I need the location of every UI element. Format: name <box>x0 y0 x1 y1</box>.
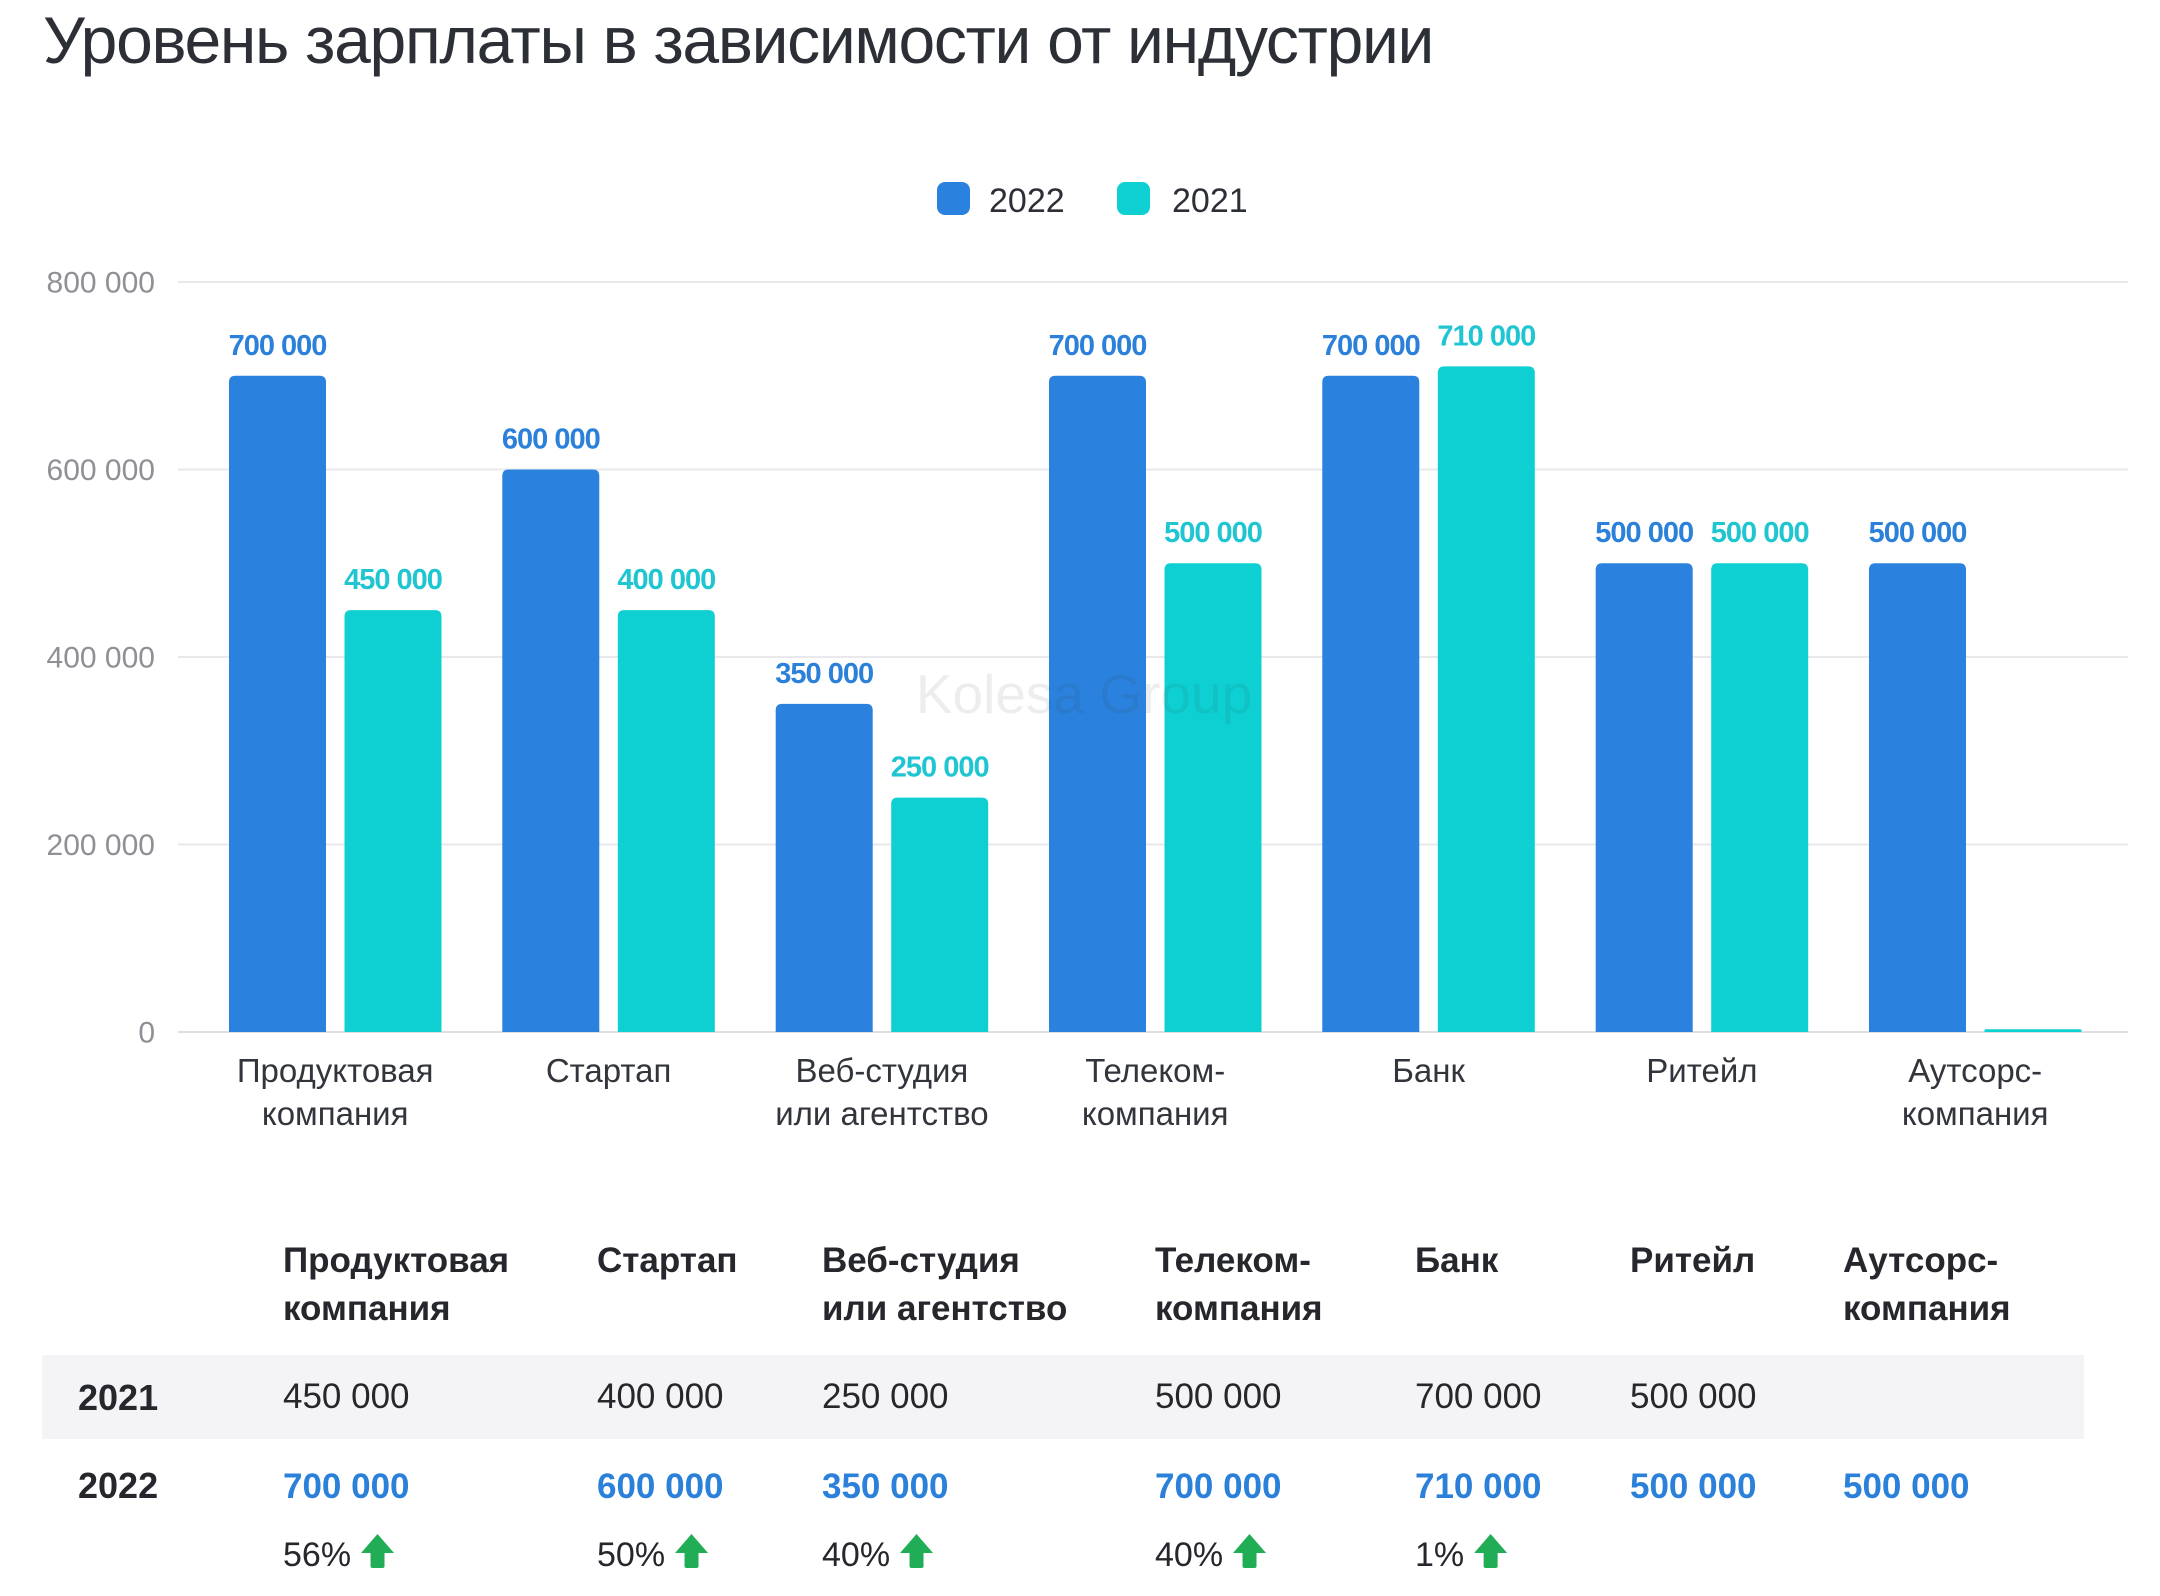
svg-text:Аутсорс-: Аутсорс- <box>1908 1052 2042 1089</box>
svg-text:40%: 40% <box>1155 1536 1223 1574</box>
svg-text:600 000: 600 000 <box>597 1467 724 1506</box>
svg-text:компания: компания <box>262 1095 409 1132</box>
svg-text:250 000: 250 000 <box>822 1377 949 1416</box>
svg-text:700 000: 700 000 <box>1049 330 1147 362</box>
svg-text:700 000: 700 000 <box>1155 1467 1282 1506</box>
svg-text:Веб-студия: Веб-студия <box>822 1241 1020 1280</box>
svg-text:600 000: 600 000 <box>47 454 155 487</box>
svg-text:Телеком-: Телеком- <box>1155 1241 1311 1280</box>
svg-text:800 000: 800 000 <box>47 267 155 300</box>
svg-text:Продуктовая: Продуктовая <box>283 1241 509 1280</box>
svg-text:56%: 56% <box>283 1536 351 1574</box>
svg-text:Ритейл: Ритейл <box>1646 1052 1757 1089</box>
svg-text:Банк: Банк <box>1415 1241 1499 1280</box>
svg-text:250 000: 250 000 <box>891 752 989 784</box>
svg-text:компания: компания <box>1155 1289 1323 1328</box>
svg-text:450 000: 450 000 <box>344 564 442 596</box>
svg-text:Банк: Банк <box>1392 1052 1465 1089</box>
svg-text:700 000: 700 000 <box>1415 1377 1542 1416</box>
svg-text:компания: компания <box>1082 1095 1229 1132</box>
svg-text:Продуктовая: Продуктовая <box>237 1052 434 1089</box>
svg-text:Kolesa Group: Kolesa Group <box>916 663 1252 725</box>
svg-text:710 000: 710 000 <box>1437 320 1535 352</box>
svg-text:500 000: 500 000 <box>1630 1377 1757 1416</box>
svg-text:500 000: 500 000 <box>1155 1377 1282 1416</box>
svg-text:500 000: 500 000 <box>1595 517 1693 549</box>
svg-text:400 000: 400 000 <box>617 564 715 596</box>
svg-text:Веб-студия: Веб-студия <box>795 1052 968 1089</box>
svg-text:500 000: 500 000 <box>1164 517 1262 549</box>
svg-text:1%: 1% <box>1415 1536 1464 1574</box>
svg-text:700 000: 700 000 <box>283 1467 410 1506</box>
svg-text:2021: 2021 <box>1172 182 1248 220</box>
svg-text:компания: компания <box>283 1289 451 1328</box>
svg-text:700 000: 700 000 <box>1322 330 1420 362</box>
svg-text:2022: 2022 <box>989 182 1065 220</box>
svg-text:компания: компания <box>1843 1289 2011 1328</box>
svg-text:400 000: 400 000 <box>47 642 155 675</box>
svg-text:Стартап: Стартап <box>597 1241 738 1280</box>
svg-text:компания: компания <box>1902 1095 2049 1132</box>
svg-text:2022: 2022 <box>78 1465 158 1506</box>
svg-text:или агентство: или агентство <box>822 1289 1067 1328</box>
svg-text:400 000: 400 000 <box>597 1377 724 1416</box>
svg-text:200 000: 200 000 <box>47 829 155 862</box>
svg-text:Телеком-: Телеком- <box>1085 1052 1225 1089</box>
svg-text:50%: 50% <box>597 1536 665 1574</box>
svg-text:500 000: 500 000 <box>1711 517 1809 549</box>
svg-text:350 000: 350 000 <box>822 1467 949 1506</box>
svg-text:2021: 2021 <box>78 1377 158 1418</box>
svg-text:350 000: 350 000 <box>775 658 873 690</box>
svg-text:600 000: 600 000 <box>502 424 600 456</box>
svg-text:40%: 40% <box>822 1536 890 1574</box>
svg-text:450 000: 450 000 <box>283 1377 410 1416</box>
svg-text:500 000: 500 000 <box>1843 1467 1970 1506</box>
svg-text:700 000: 700 000 <box>229 330 327 362</box>
svg-text:Ритейл: Ритейл <box>1630 1241 1755 1280</box>
svg-text:или агентство: или агентство <box>775 1095 988 1132</box>
svg-text:710 000: 710 000 <box>1415 1467 1542 1506</box>
svg-text:Стартап: Стартап <box>546 1052 672 1089</box>
svg-text:500 000: 500 000 <box>1869 517 1967 549</box>
svg-text:500 000: 500 000 <box>1630 1467 1757 1506</box>
svg-text:0: 0 <box>138 1017 155 1050</box>
svg-text:Аутсорс-: Аутсорс- <box>1843 1241 1998 1280</box>
